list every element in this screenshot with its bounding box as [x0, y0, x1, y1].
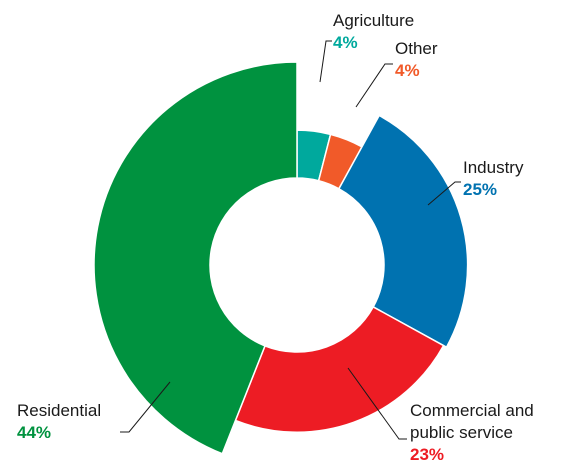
leader-line-other: [355, 63, 393, 108]
label-residential: Residential: [17, 401, 101, 420]
leader-line-commercial-and-public-service: [347, 367, 407, 440]
value-label-other: 4%: [395, 61, 420, 80]
slices-group: [93, 61, 469, 455]
label-commercial-and-public-service-line-2: public service: [410, 423, 513, 442]
value-label-residential: 44%: [17, 423, 51, 442]
leader-line-residential: [120, 381, 171, 433]
label-commercial-and-public-service-line-1: Commercial and: [410, 401, 534, 420]
label-other: Other: [395, 39, 438, 58]
label-agriculture: Agriculture: [333, 11, 414, 30]
slice-residential: [93, 61, 298, 455]
value-label-industry: 25%: [463, 180, 497, 199]
leader-line-agriculture: [319, 40, 332, 83]
leader-lines-group: [120, 40, 461, 440]
slice-commercial-and-public-service: [234, 305, 445, 433]
value-label-agriculture: 4%: [333, 33, 358, 52]
leader-line-industry: [427, 181, 461, 206]
label-industry: Industry: [463, 158, 524, 177]
labels-group: Agriculture 4% Other 4% Industry 25% Commercia…: [17, 11, 534, 464]
value-label-commercial-and-public-service: 23%: [410, 445, 444, 464]
slice-industry: [337, 114, 469, 349]
